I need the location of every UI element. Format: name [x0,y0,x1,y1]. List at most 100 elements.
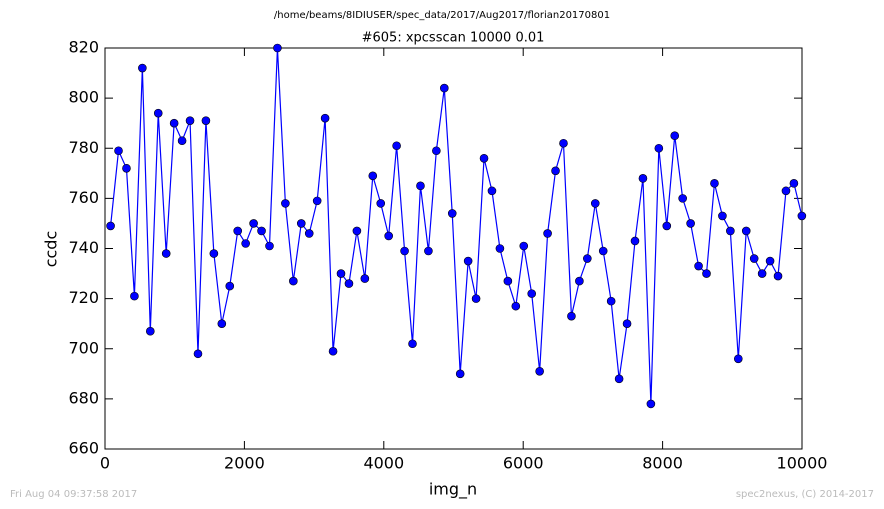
data-point [741,226,751,236]
data-point [169,118,179,128]
data-point [757,269,767,278]
data-point [241,239,250,248]
data-point [622,319,632,328]
data-point [543,229,552,238]
data-point [360,274,370,283]
x-axis-label: img_n [429,480,477,500]
y-tick-label: 800 [68,88,99,107]
data-point [368,171,378,181]
data-point [185,116,195,125]
data-point [344,279,354,288]
data-point [122,164,131,173]
data-point [503,276,513,286]
data-point [726,226,735,236]
data-point [146,326,155,336]
data-point [749,254,759,263]
x-tick-label: 6000 [503,454,544,473]
x-tick-label: 8000 [642,454,683,473]
footer-left: Fri Aug 04 09:37:58 2017 [10,489,137,500]
data-point [289,276,298,286]
data-point [678,194,687,203]
data-point [281,199,290,208]
data-point [781,186,791,196]
data-point [710,179,719,188]
data-point [257,226,266,236]
data-point [733,354,743,364]
data-point [209,249,219,258]
data-point [296,219,306,228]
data-point [304,229,314,238]
data-point [392,141,401,151]
data-point [789,179,799,188]
data-point [193,349,203,359]
x-tick-label: 10000 [777,454,828,473]
data-point [225,281,235,291]
data-point [153,108,163,118]
data-point [384,231,393,241]
data-point [638,174,648,183]
data-point [376,199,386,208]
data-point [654,143,664,153]
footer-right: spec2nexus, (C) 2014-2017 [736,489,874,500]
data-point [201,116,211,125]
data-point [575,276,584,286]
data-point [670,131,680,141]
y-tick-label: 720 [68,288,99,307]
data-point [567,311,576,321]
y-tick-label: 820 [68,38,99,57]
data-point [519,241,529,251]
data-point [463,256,473,266]
data-point [312,196,322,206]
data-point [551,166,560,176]
data-point [273,43,282,53]
data-point [765,256,775,266]
chart-title: #605: xpcsscan 10000 0.01 [362,31,545,46]
data-point [130,291,139,301]
data-point [352,226,362,236]
x-tick-label: 4000 [363,454,404,473]
data-point [177,136,187,146]
x-tick-label: 0 [100,454,110,473]
data-point [797,211,807,221]
data-point [511,301,521,311]
y-axis-label: ccdc [42,231,61,268]
data-point [527,289,537,298]
y-tick-label: 760 [68,188,99,207]
data-point [471,294,481,303]
data-point [138,63,147,73]
data-point [432,146,441,156]
data-point [598,246,608,256]
data-point [424,246,433,256]
data-point [487,186,497,196]
data-point [265,241,274,251]
data-point [614,374,624,384]
data-point [106,221,115,231]
y-tick-label: 660 [68,439,99,458]
data-point [590,199,600,208]
data-point [439,83,449,93]
data-point [495,244,505,253]
data-point [400,246,409,256]
data-point [336,269,346,278]
data-point [686,219,695,228]
data-point [161,249,171,258]
data-point [320,113,330,123]
data-point [328,346,338,356]
data-point [408,339,417,349]
data-point [630,236,640,246]
data-point [535,367,544,376]
data-point [249,219,258,228]
data-point [233,226,243,236]
data-point [773,271,783,281]
data-point [217,319,227,328]
suptitle: /home/beams/8IDIUSER/spec_data/2017/Aug2… [274,10,610,21]
data-point [646,399,656,409]
data-point [447,209,457,218]
data-point [718,211,727,221]
y-tick-label: 680 [68,388,99,407]
data-point [559,138,568,148]
data-point [702,269,711,278]
data-point [479,153,489,163]
data-point [114,146,123,156]
